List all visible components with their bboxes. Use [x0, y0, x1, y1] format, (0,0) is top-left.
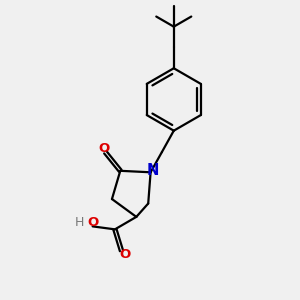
Text: N: N	[146, 163, 159, 178]
Text: O: O	[120, 248, 131, 261]
Text: O: O	[87, 216, 98, 229]
Text: H: H	[75, 216, 84, 229]
Text: O: O	[98, 142, 110, 155]
